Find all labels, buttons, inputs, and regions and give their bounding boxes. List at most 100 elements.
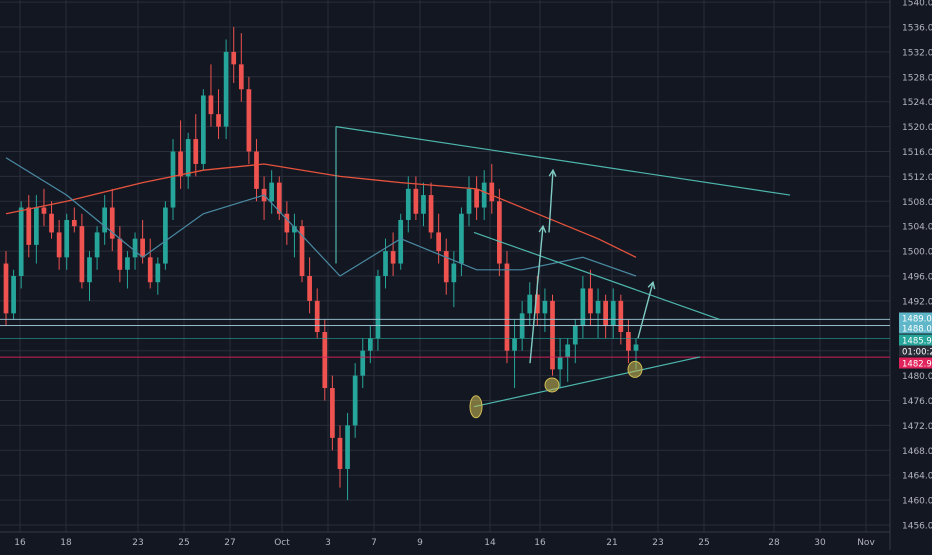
candle-body [163, 207, 168, 264]
markers [469, 360, 643, 419]
candle-body [390, 251, 396, 264]
y-tick-label: 1524.00 [902, 98, 932, 108]
candle-body [223, 51, 229, 127]
moving-average-teal [5, 157, 637, 277]
candle-body [610, 300, 616, 326]
price-badge-bg [899, 312, 932, 324]
x-tick-label: 9 [417, 538, 423, 548]
y-tick-label: 1540.00 [902, 0, 932, 9]
y-tick-label: 1532.00 [902, 48, 932, 58]
candle-body [459, 213, 464, 264]
marker-ellipse [627, 360, 643, 378]
time-axis: 16 18 23 25 27 Oct 3 7 9 14 16 21 23 25 28 30 Nov [14, 538, 875, 548]
candle-body [421, 195, 426, 214]
y-tick-label: 1536.00 [902, 24, 932, 34]
candle-body [117, 238, 123, 270]
arrow-up-high [548, 170, 554, 233]
candle-body [466, 188, 472, 214]
candle-body [178, 151, 183, 177]
x-tick-label: Nov [857, 538, 875, 548]
candle-body [527, 294, 533, 314]
candle-body [269, 182, 275, 202]
candle-body [405, 188, 411, 220]
y-tick-label: 1504.00 [902, 223, 932, 233]
x-tick-label: 16 [14, 538, 26, 548]
candle-body [11, 276, 16, 314]
price-badge-label: 01:00:26 [902, 348, 932, 358]
candle-body [34, 207, 39, 245]
candle-body [292, 226, 297, 233]
candle-body [185, 139, 191, 177]
candle-body [626, 332, 631, 351]
x-tick-label: 18 [60, 538, 72, 548]
price-badge-label: 1482.96 [902, 360, 932, 370]
candle-body [375, 276, 381, 339]
x-tick-label: 30 [814, 538, 826, 548]
candle-body [71, 219, 77, 227]
x-tick-label: 23 [652, 538, 663, 548]
candle-body [64, 219, 70, 258]
candle-body [125, 257, 130, 270]
price-badge-bg [899, 334, 932, 346]
candle-body [132, 238, 138, 258]
trendline-support [473, 356, 701, 408]
candle-body [436, 232, 442, 252]
candle-body [352, 375, 358, 426]
x-tick-label: 7 [371, 538, 377, 548]
candles [3, 27, 639, 501]
price-badge-bg [899, 357, 932, 369]
candle-body [94, 232, 100, 258]
candle-body [231, 51, 237, 65]
y-tick-label: 1520.00 [902, 123, 932, 133]
candle-body [360, 350, 366, 376]
marker-ellipse [469, 395, 483, 419]
candle-body [565, 344, 571, 357]
arrow-up-mid [529, 226, 544, 364]
y-tick-label: 1512.00 [902, 173, 932, 183]
candle-body [557, 356, 563, 370]
x-tick-label: 3 [325, 538, 331, 548]
candle-body [276, 182, 282, 214]
y-tick-label: 1496.00 [902, 273, 932, 283]
y-tick-label: 1528.00 [902, 73, 932, 83]
candle-body [246, 89, 252, 152]
x-tick-label: 25 [698, 538, 709, 548]
candle-body [550, 300, 555, 370]
candle-body [580, 288, 586, 326]
price-badge-bg [899, 345, 932, 357]
candle-body [87, 257, 92, 283]
x-tick-label: 28 [768, 538, 780, 548]
moving-average-red [5, 163, 637, 258]
candle-body [79, 226, 85, 283]
candle-body [208, 95, 214, 115]
candle-body [383, 251, 388, 276]
candle-body [170, 151, 176, 208]
candle-body [367, 338, 373, 351]
candle-body [26, 207, 32, 245]
x-tick-label: 27 [224, 538, 235, 548]
candle-body [618, 300, 624, 333]
grid [0, 0, 890, 532]
price-badge-label: 1489.04 [902, 315, 932, 325]
price-badge-bg [899, 322, 932, 334]
candle-body [345, 425, 350, 469]
y-tick-label: 1460.00 [902, 497, 932, 507]
arrow-up-high-head [548, 168, 557, 177]
candle-body [413, 188, 419, 214]
candle-body [102, 207, 108, 233]
candle-body [284, 213, 290, 233]
x-tick-label: 21 [606, 538, 617, 548]
candle-body [147, 257, 153, 283]
candle-body [512, 338, 517, 351]
candle-body [534, 294, 540, 314]
candle-body [18, 207, 24, 276]
trendline-upper-long [335, 126, 791, 196]
x-tick-label: 25 [178, 538, 189, 548]
candle-body [109, 207, 115, 239]
y-tick-label: 1500.00 [902, 248, 932, 258]
candle-body [595, 300, 601, 314]
candle-body [451, 263, 457, 283]
